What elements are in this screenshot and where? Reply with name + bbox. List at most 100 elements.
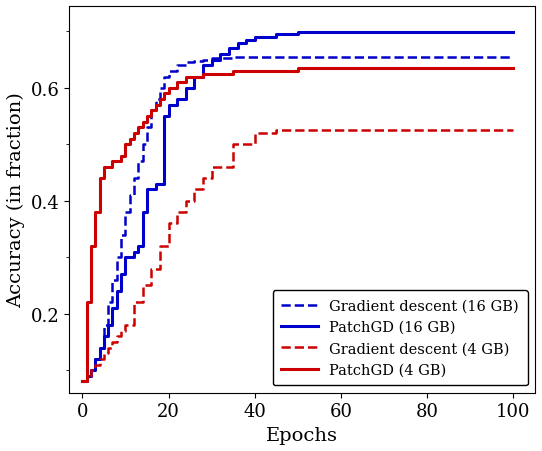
PatchGD (4 GB) bbox=[200, 72, 207, 77]
Gradient descent (4 GB) bbox=[338, 128, 344, 133]
Gradient descent (16 GB) bbox=[113, 255, 120, 260]
Gradient descent (16 GB) bbox=[139, 142, 146, 147]
Line: PatchGD (4 GB): PatchGD (4 GB) bbox=[82, 69, 513, 382]
Gradient descent (16 GB) bbox=[161, 75, 167, 80]
Gradient descent (4 GB) bbox=[131, 300, 137, 305]
PatchGD (16 GB) bbox=[467, 31, 474, 36]
PatchGD (16 GB) bbox=[157, 182, 163, 187]
PatchGD (16 GB) bbox=[234, 41, 241, 46]
PatchGD (4 GB) bbox=[96, 176, 103, 181]
PatchGD (16 GB) bbox=[122, 255, 128, 260]
PatchGD (16 GB) bbox=[217, 52, 223, 58]
Gradient descent (16 GB) bbox=[88, 368, 94, 373]
Gradient descent (4 GB) bbox=[96, 356, 103, 362]
Gradient descent (4 GB) bbox=[109, 340, 116, 345]
Gradient descent (4 GB) bbox=[295, 128, 301, 133]
PatchGD (16 GB) bbox=[113, 289, 120, 294]
Gradient descent (16 GB) bbox=[191, 59, 198, 64]
Gradient descent (16 GB) bbox=[118, 232, 124, 238]
Gradient descent (16 GB) bbox=[144, 125, 150, 131]
PatchGD (16 GB) bbox=[101, 334, 107, 339]
PatchGD (16 GB) bbox=[79, 379, 86, 384]
Gradient descent (4 GB) bbox=[139, 283, 146, 289]
Gradient descent (4 GB) bbox=[208, 165, 215, 170]
Gradient descent (4 GB) bbox=[148, 266, 154, 272]
PatchGD (16 GB) bbox=[200, 64, 207, 69]
PatchGD (16 GB) bbox=[251, 35, 258, 41]
Gradient descent (4 GB) bbox=[83, 373, 90, 379]
Gradient descent (16 GB) bbox=[79, 379, 86, 384]
Gradient descent (16 GB) bbox=[131, 176, 137, 181]
Gradient descent (4 GB) bbox=[510, 128, 517, 133]
Gradient descent (16 GB) bbox=[109, 277, 116, 283]
Gradient descent (16 GB) bbox=[230, 55, 236, 60]
PatchGD (16 GB) bbox=[161, 114, 167, 120]
PatchGD (4 GB) bbox=[165, 86, 172, 92]
PatchGD (16 GB) bbox=[118, 272, 124, 277]
PatchGD (4 GB) bbox=[79, 379, 86, 384]
PatchGD (16 GB) bbox=[148, 187, 154, 193]
PatchGD (4 GB) bbox=[109, 159, 116, 165]
PatchGD (4 GB) bbox=[338, 66, 344, 72]
PatchGD (4 GB) bbox=[131, 131, 137, 136]
PatchGD (16 GB) bbox=[183, 86, 189, 92]
PatchGD (4 GB) bbox=[381, 66, 388, 72]
Gradient descent (16 GB) bbox=[126, 193, 133, 198]
Gradient descent (16 GB) bbox=[157, 86, 163, 92]
Gradient descent (16 GB) bbox=[96, 345, 103, 350]
PatchGD (16 GB) bbox=[225, 46, 232, 52]
Gradient descent (16 GB) bbox=[183, 60, 189, 66]
Line: Gradient descent (4 GB): Gradient descent (4 GB) bbox=[82, 131, 513, 382]
Gradient descent (4 GB) bbox=[183, 198, 189, 204]
Gradient descent (16 GB) bbox=[467, 55, 474, 60]
PatchGD (16 GB) bbox=[88, 368, 94, 373]
Line: PatchGD (16 GB): PatchGD (16 GB) bbox=[82, 33, 513, 382]
PatchGD (4 GB) bbox=[191, 75, 198, 80]
PatchGD (4 GB) bbox=[135, 125, 141, 131]
PatchGD (16 GB) bbox=[96, 345, 103, 350]
Gradient descent (16 GB) bbox=[83, 373, 90, 379]
PatchGD (16 GB) bbox=[105, 322, 112, 328]
PatchGD (4 GB) bbox=[251, 69, 258, 74]
PatchGD (4 GB) bbox=[424, 66, 430, 72]
Gradient descent (4 GB) bbox=[92, 362, 99, 368]
Gradient descent (4 GB) bbox=[88, 368, 94, 373]
Gradient descent (16 GB) bbox=[251, 55, 258, 60]
PatchGD (4 GB) bbox=[295, 66, 301, 72]
PatchGD (4 GB) bbox=[122, 142, 128, 147]
PatchGD (16 GB) bbox=[381, 31, 388, 36]
PatchGD (4 GB) bbox=[126, 137, 133, 142]
Gradient descent (4 GB) bbox=[165, 221, 172, 226]
PatchGD (16 GB) bbox=[135, 244, 141, 249]
PatchGD (16 GB) bbox=[243, 38, 249, 43]
Gradient descent (4 GB) bbox=[118, 328, 124, 334]
Gradient descent (16 GB) bbox=[165, 69, 172, 74]
PatchGD (4 GB) bbox=[92, 210, 99, 215]
PatchGD (4 GB) bbox=[161, 92, 167, 97]
PatchGD (4 GB) bbox=[118, 153, 124, 159]
Gradient descent (16 GB) bbox=[295, 55, 301, 60]
Gradient descent (4 GB) bbox=[101, 351, 107, 356]
Gradient descent (4 GB) bbox=[105, 345, 112, 350]
Gradient descent (16 GB) bbox=[200, 58, 207, 63]
PatchGD (16 GB) bbox=[273, 32, 280, 38]
Line: Gradient descent (16 GB): Gradient descent (16 GB) bbox=[82, 58, 513, 382]
Gradient descent (4 GB) bbox=[273, 128, 280, 133]
PatchGD (4 GB) bbox=[101, 165, 107, 170]
Gradient descent (16 GB) bbox=[424, 55, 430, 60]
Y-axis label: Accuracy (in fraction): Accuracy (in fraction) bbox=[7, 92, 25, 308]
PatchGD (16 GB) bbox=[131, 249, 137, 255]
PatchGD (16 GB) bbox=[109, 306, 116, 311]
PatchGD (16 GB) bbox=[83, 373, 90, 379]
PatchGD (16 GB) bbox=[295, 31, 301, 36]
Gradient descent (16 GB) bbox=[92, 356, 99, 362]
PatchGD (16 GB) bbox=[510, 31, 517, 36]
PatchGD (16 GB) bbox=[165, 103, 172, 108]
PatchGD (16 GB) bbox=[92, 356, 99, 362]
Gradient descent (4 GB) bbox=[251, 131, 258, 136]
Gradient descent (16 GB) bbox=[152, 97, 159, 103]
PatchGD (16 GB) bbox=[174, 97, 180, 103]
Gradient descent (16 GB) bbox=[148, 108, 154, 114]
Gradient descent (4 GB) bbox=[174, 210, 180, 215]
Gradient descent (4 GB) bbox=[424, 128, 430, 133]
